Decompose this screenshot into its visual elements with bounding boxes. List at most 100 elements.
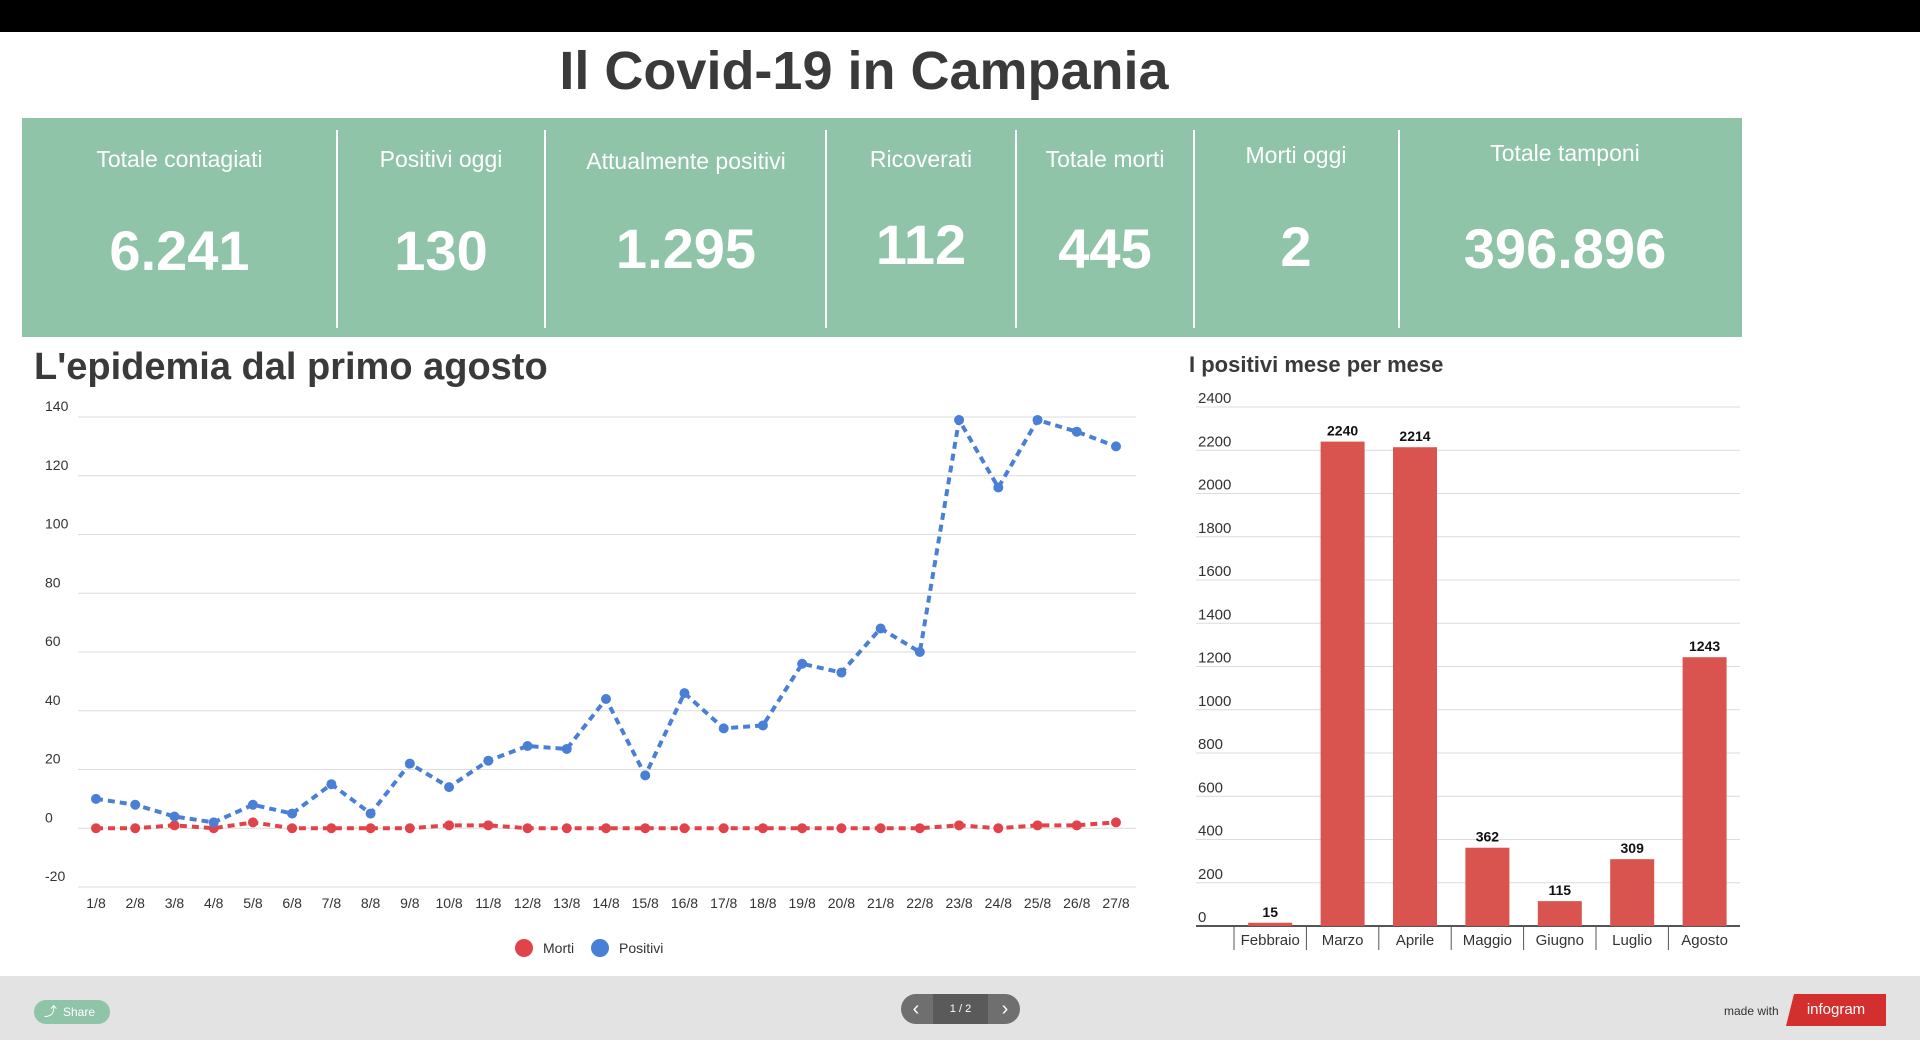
stat-label: Totale tamponi (1490, 140, 1640, 166)
top-black-bar (0, 0, 1920, 32)
stat-label: Totale morti (1045, 146, 1165, 172)
x-category-label: Aprile (1396, 932, 1434, 949)
stat-label: Morti oggi (1245, 142, 1347, 168)
x-tick-label: 23/8 (945, 895, 972, 911)
data-point-morti (679, 823, 690, 834)
x-tick-label: 14/8 (592, 895, 619, 911)
legend-label-morti: Morti (543, 940, 574, 956)
y-tick-label: 400 (1198, 823, 1223, 840)
data-point-morti (601, 823, 611, 834)
x-tick-label: 20/8 (828, 895, 855, 911)
infogram-logo[interactable]: infogram (1786, 994, 1886, 1026)
data-point-positivi (208, 817, 219, 828)
data-point-morti (1071, 820, 1082, 831)
share-button[interactable]: ⤴ Share (34, 1000, 110, 1024)
x-tick-label: 9/8 (400, 895, 420, 911)
data-point-positivi (640, 770, 651, 781)
stat-separator (1015, 130, 1017, 328)
data-point-positivi (365, 808, 376, 819)
data-point-morti (130, 823, 141, 834)
x-tick-label: 13/8 (553, 895, 580, 911)
bar-value-label: 362 (1476, 829, 1500, 845)
bar-value-label: 2214 (1399, 428, 1430, 444)
bar-aprile (1393, 447, 1437, 926)
stat-separator (825, 130, 827, 328)
stat-value: 2 (1280, 215, 1312, 278)
data-point-morti (836, 823, 847, 834)
bar-giugno (1537, 901, 1582, 926)
y-tick-label: 60 (45, 633, 61, 649)
data-point-positivi (483, 755, 494, 766)
x-tick-label: 21/8 (867, 895, 894, 911)
stat-separator (544, 130, 546, 328)
chevron-left-icon[interactable]: ‹ (912, 998, 920, 1020)
y-tick-label: 20 (45, 751, 61, 767)
data-point-positivi (169, 811, 180, 822)
data-point-morti (875, 823, 886, 834)
bar-febbraio (1248, 922, 1293, 926)
data-point-positivi (247, 799, 258, 810)
x-tick-label: 16/8 (671, 895, 698, 911)
legend-label-positivi: Positivi (619, 940, 663, 956)
bar-value-label: 115 (1549, 882, 1572, 898)
y-tick-label: 2400 (1198, 390, 1231, 407)
stat-positivi-oggi: Positivi oggi 130 (338, 118, 544, 337)
x-tick-label: 19/8 (789, 895, 816, 911)
stat-separator (336, 130, 338, 328)
stats-panel: Totale contagiati 6.241 Positivi oggi 13… (22, 118, 1742, 337)
x-category-label: Luglio (1612, 932, 1652, 949)
stat-separator (1193, 130, 1195, 328)
y-tick-label: 100 (45, 516, 69, 532)
stat-value: 1.295 (615, 217, 757, 280)
stat-label: Ricoverati (869, 146, 973, 172)
share-label: Share (63, 1005, 96, 1019)
y-tick-label: 40 (45, 692, 61, 708)
x-tick-label: 6/8 (282, 895, 302, 911)
data-point-positivi (91, 793, 101, 804)
x-tick-label: 8/8 (361, 895, 381, 911)
stat-totale-tamponi: Totale tamponi 396.896 (1400, 118, 1730, 337)
data-point-positivi (993, 482, 1004, 493)
x-tick-label: 10/8 (435, 895, 462, 911)
bar-maggio (1465, 847, 1510, 926)
made-with-label: made with (1724, 1004, 1779, 1018)
chevron-right-icon[interactable]: › (1001, 998, 1009, 1020)
x-tick-label: 24/8 (985, 895, 1012, 911)
share-icon: ⤴ (44, 1004, 58, 1019)
stat-value: 6.241 (109, 219, 250, 282)
y-tick-label: 800 (1198, 736, 1223, 753)
y-tick-label: 0 (45, 809, 53, 825)
pager: ‹ 1 / 2 › (901, 994, 1020, 1024)
y-tick-label: 1400 (1198, 606, 1231, 623)
x-category-label: Marzo (1322, 932, 1364, 949)
stat-label: Attualmente positivi (586, 148, 786, 174)
y-tick-label: 2000 (1198, 477, 1231, 494)
data-point-morti (1032, 820, 1043, 831)
line-chart: 140 120 100 80 60 40 20 0 -20 1/8 2/8 3/8 4/8 5/8 6/8 7… (45, 398, 1136, 957)
x-tick-label: 22/8 (906, 895, 933, 911)
y-tick-label: 1600 (1198, 563, 1231, 580)
data-point-morti (757, 823, 768, 834)
data-point-morti (444, 820, 455, 831)
x-tick-label: 2/8 (125, 895, 145, 911)
data-point-morti (404, 823, 415, 834)
y-tick-label: 120 (45, 457, 69, 473)
y-tick-label: 1000 (1198, 693, 1231, 710)
stat-totale-morti: Totale morti 445 (1017, 118, 1193, 337)
data-point-positivi (757, 720, 768, 731)
stat-separator (1398, 130, 1400, 328)
x-tick-label: 11/8 (475, 895, 501, 911)
stat-ricoverati: Ricoverati 112 (827, 118, 1015, 337)
x-tick-label: 7/8 (322, 895, 342, 911)
data-point-morti (247, 817, 258, 828)
data-point-positivi (797, 658, 808, 669)
x-tick-label: 5/8 (243, 895, 263, 911)
page-title: Il Covid-19 in Campania (559, 41, 1169, 101)
data-point-positivi (1071, 426, 1082, 437)
y-tick-label: 0 (1198, 909, 1206, 926)
y-tick-label: 1800 (1198, 520, 1231, 537)
bar-value-label: 15 (1262, 904, 1278, 920)
bar-value-label: 2240 (1327, 423, 1358, 439)
stat-label: Totale contagiati (96, 146, 263, 172)
x-category-label: Maggio (1463, 932, 1512, 949)
